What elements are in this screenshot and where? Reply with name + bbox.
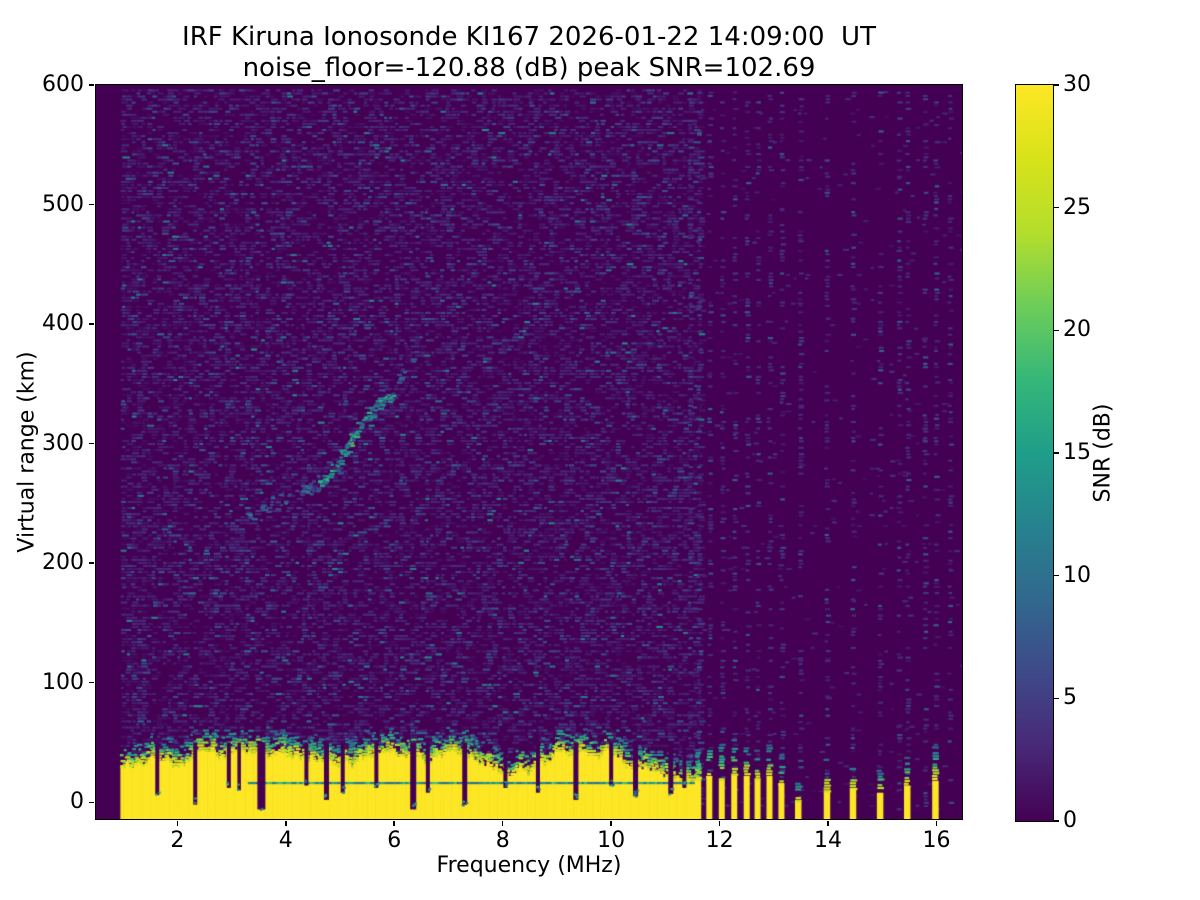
y-tick-label: 600 <box>31 72 84 98</box>
x-tick-label: 6 <box>369 828 419 854</box>
colorbar-tick-label: 0 <box>1063 808 1109 834</box>
x-tick-mark <box>285 821 287 826</box>
y-tick-mark <box>89 84 94 86</box>
colorbar-tick-mark <box>1054 207 1059 209</box>
colorbar-tick-mark <box>1054 575 1059 577</box>
x-tick-mark <box>177 821 179 826</box>
x-tick-label: 8 <box>478 828 528 854</box>
x-tick-label: 4 <box>261 828 311 854</box>
y-tick-label: 100 <box>31 670 84 696</box>
ionogram-heatmap-canvas <box>96 85 962 819</box>
colorbar-tick-mark <box>1054 698 1059 700</box>
x-axis-label: Frequency (MHz) <box>96 853 962 878</box>
y-tick-label: 500 <box>31 192 84 218</box>
y-tick-mark <box>89 323 94 325</box>
x-tick-label: 12 <box>695 828 745 854</box>
ionogram-figure: IRF Kiruna Ionosonde KI167 2026-01-22 14… <box>0 0 1200 900</box>
plot-area <box>96 85 962 819</box>
colorbar-tick-label: 5 <box>1063 685 1109 711</box>
colorbar-tick-mark <box>1054 452 1059 454</box>
x-tick-label: 14 <box>803 828 853 854</box>
colorbar-tick-label: 20 <box>1063 317 1109 343</box>
colorbar-tick-mark <box>1054 330 1059 332</box>
y-tick-mark <box>89 204 94 206</box>
y-axis-label: Virtual range (km) <box>15 351 40 552</box>
x-tick-mark <box>827 821 829 826</box>
y-tick-label: 400 <box>31 311 84 337</box>
y-tick-label: 200 <box>31 550 84 576</box>
y-tick-mark <box>89 682 94 684</box>
y-tick-label: 0 <box>31 789 84 815</box>
y-tick-mark <box>89 562 94 564</box>
colorbar-tick-mark <box>1054 820 1059 822</box>
colorbar-tick-mark <box>1054 84 1059 86</box>
x-tick-label: 10 <box>586 828 636 854</box>
x-tick-label: 2 <box>152 828 202 854</box>
figure-subtitle: noise_floor=-120.88 (dB) peak SNR=102.69 <box>96 53 962 83</box>
x-tick-mark <box>936 821 938 826</box>
y-tick-mark <box>89 443 94 445</box>
y-tick-mark <box>89 802 94 804</box>
x-tick-mark <box>610 821 612 826</box>
colorbar-tick-label: 25 <box>1063 195 1109 221</box>
figure-title: IRF Kiruna Ionosonde KI167 2026-01-22 14… <box>96 22 962 52</box>
x-tick-mark <box>502 821 504 826</box>
colorbar-tick-label: 30 <box>1063 72 1109 98</box>
colorbar <box>1016 85 1053 821</box>
x-tick-label: 16 <box>912 828 962 854</box>
colorbar-label: SNR (dB) <box>1091 404 1116 503</box>
colorbar-tick-label: 10 <box>1063 563 1109 589</box>
x-tick-mark <box>393 821 395 826</box>
x-tick-mark <box>719 821 721 826</box>
